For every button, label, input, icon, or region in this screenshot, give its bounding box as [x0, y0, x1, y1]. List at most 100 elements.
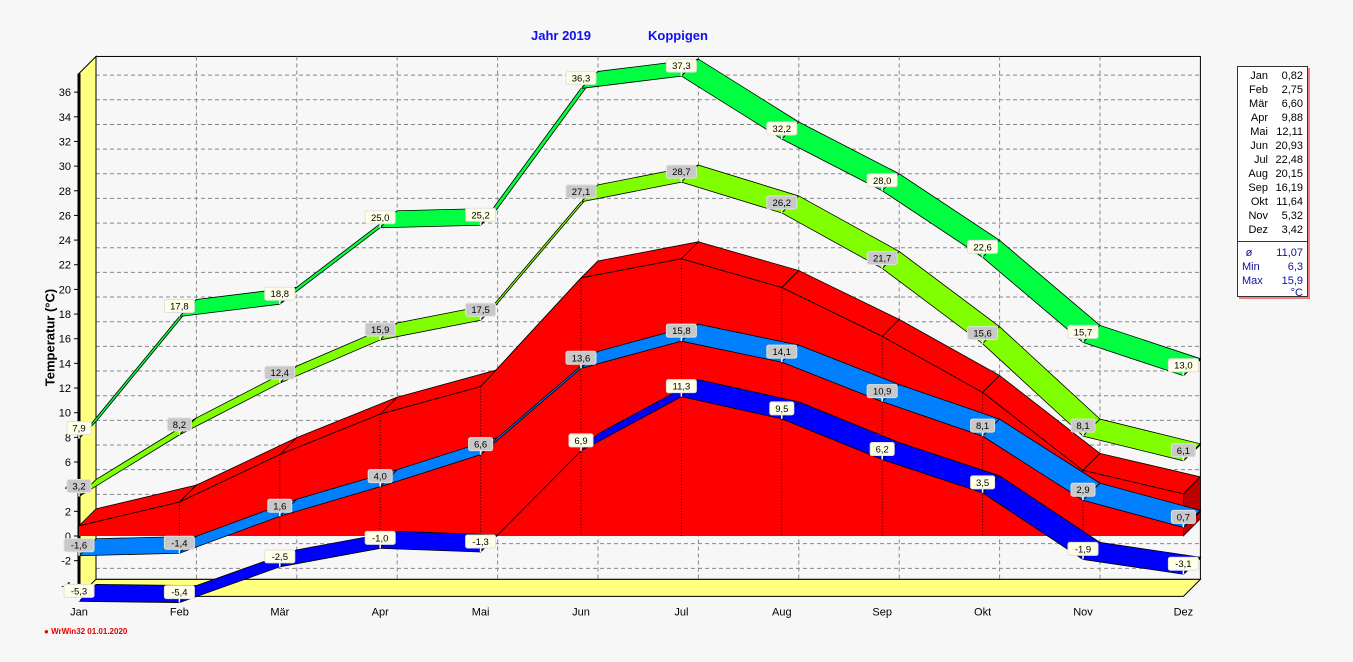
max-label: Max: [1242, 275, 1263, 287]
data-label-box: [364, 322, 396, 337]
data-label: 27,1: [572, 187, 591, 198]
data-label: -2,5: [272, 552, 288, 563]
data-label: 12,4: [271, 368, 290, 379]
data-label-box: [465, 302, 497, 317]
legend-value: 20,93: [1275, 140, 1303, 152]
legend-row-aug: Aug 20,15: [1238, 167, 1307, 181]
data-label-box: [766, 121, 798, 136]
data-label: 6,6: [474, 440, 487, 451]
legend-month-list: Jan 0,82 Feb 2,75 Mär 6,60 Apr 9,88 Mai 12,11 Jun 2…: [1238, 69, 1307, 237]
data-label-box: [565, 350, 597, 365]
y-tick-label: 24: [59, 235, 71, 247]
y-tick-label: 30: [59, 161, 71, 173]
data-label-box: [565, 70, 597, 85]
legend-max: Max 15,9: [1238, 274, 1307, 288]
data-label-box: [66, 479, 92, 494]
legend-row-okt: Okt 11,64: [1238, 195, 1307, 209]
data-label: 1,6: [273, 501, 286, 512]
legend-month: Jan: [1250, 70, 1268, 82]
data-label: -1,0: [372, 533, 388, 544]
y-tick-label: 2: [65, 506, 71, 518]
chart-title-station: Koppigen: [648, 28, 708, 43]
data-label-box: [565, 184, 597, 199]
y-axis-label: Temperatur (°C): [42, 288, 58, 387]
data-label: 18,8: [271, 289, 290, 300]
data-label-box: [970, 475, 996, 490]
data-label: 9,5: [775, 404, 788, 415]
data-label-box: [970, 418, 996, 433]
legend-value: 16,19: [1275, 182, 1303, 194]
data-label-box: [665, 323, 697, 338]
y-tick-label: 10: [59, 408, 71, 420]
data-label-box: [63, 538, 95, 553]
legend-month: Mai: [1250, 126, 1268, 138]
data-label: 8,1: [1076, 421, 1089, 432]
data-label: 14,1: [773, 347, 792, 358]
x-tick-label-Mär: Mär: [270, 606, 289, 618]
y-tick-label: 18: [59, 309, 71, 321]
data-label-box: [66, 421, 92, 436]
data-label: -1,6: [71, 541, 87, 552]
data-label: 6,2: [876, 445, 889, 456]
y-tick-label: -2: [61, 556, 71, 568]
y-tick-label: 26: [59, 210, 71, 222]
legend-value: 22,48: [1275, 154, 1303, 166]
legend-row-mär: Mär 6,60: [1238, 97, 1307, 111]
legend-month: Mär: [1249, 98, 1268, 110]
data-label-box: [766, 344, 798, 359]
y-tick-label: 14: [59, 358, 71, 370]
data-label-box: [766, 195, 798, 210]
data-label: 8,1: [976, 421, 989, 432]
data-label-box: [264, 365, 296, 380]
data-label-box: [1067, 541, 1099, 556]
data-label: 13,6: [572, 353, 591, 364]
y-tick-label: 22: [59, 260, 71, 272]
chart-title-year: Jahr 2019: [531, 28, 591, 43]
x-tick-label-Jun: Jun: [572, 606, 590, 618]
y-tick-label: 6: [65, 457, 71, 469]
data-label: 15,7: [1074, 327, 1093, 338]
legend-row-dez: Dez 3,42: [1238, 223, 1307, 237]
data-label-box: [468, 437, 494, 452]
data-label: 25,0: [371, 213, 390, 224]
data-label: 22,6: [973, 242, 992, 253]
legend-divider: [1238, 241, 1307, 242]
data-label: 15,8: [672, 326, 691, 337]
data-label-box: [1167, 358, 1199, 373]
data-label-box: [1070, 482, 1096, 497]
data-label: 3,2: [72, 482, 85, 493]
data-label-box: [166, 417, 192, 432]
data-label-box: [665, 164, 697, 179]
data-label: 0,7: [1177, 512, 1190, 523]
data-label-box: [163, 535, 195, 550]
data-label-box: [869, 442, 895, 457]
data-label-box: [264, 286, 296, 301]
data-label: -1,9: [1075, 544, 1091, 555]
data-label: -5,4: [171, 588, 187, 599]
legend-row-apr: Apr 9,88: [1238, 111, 1307, 125]
legend-unit: °C: [1238, 288, 1307, 300]
data-label-box: [866, 173, 898, 188]
data-label-box: [1067, 324, 1099, 339]
data-label: 28,7: [672, 167, 691, 178]
data-label-box: [1167, 556, 1199, 571]
data-label-box: [364, 210, 396, 225]
data-label-box: [568, 433, 594, 448]
data-label-box: [267, 498, 293, 513]
data-label-box: [264, 549, 296, 564]
data-label-box: [1170, 443, 1196, 458]
legend-month: Dez: [1248, 224, 1268, 236]
y-tick-label: 20: [59, 284, 71, 296]
legend-value: 3,42: [1281, 224, 1303, 236]
avg-value: 11,07: [1276, 247, 1303, 259]
y-tick-label: 34: [59, 112, 71, 124]
legend-row-feb: Feb 2,75: [1238, 83, 1307, 97]
x-tick-label-Nov: Nov: [1073, 606, 1093, 618]
x-tick-label-Okt: Okt: [974, 606, 991, 618]
data-label: 15,6: [973, 329, 992, 340]
legend-value: 6,60: [1281, 98, 1303, 110]
legend-value: 0,82: [1281, 70, 1303, 82]
data-label: 26,2: [773, 198, 792, 209]
data-label-box: [866, 250, 898, 265]
